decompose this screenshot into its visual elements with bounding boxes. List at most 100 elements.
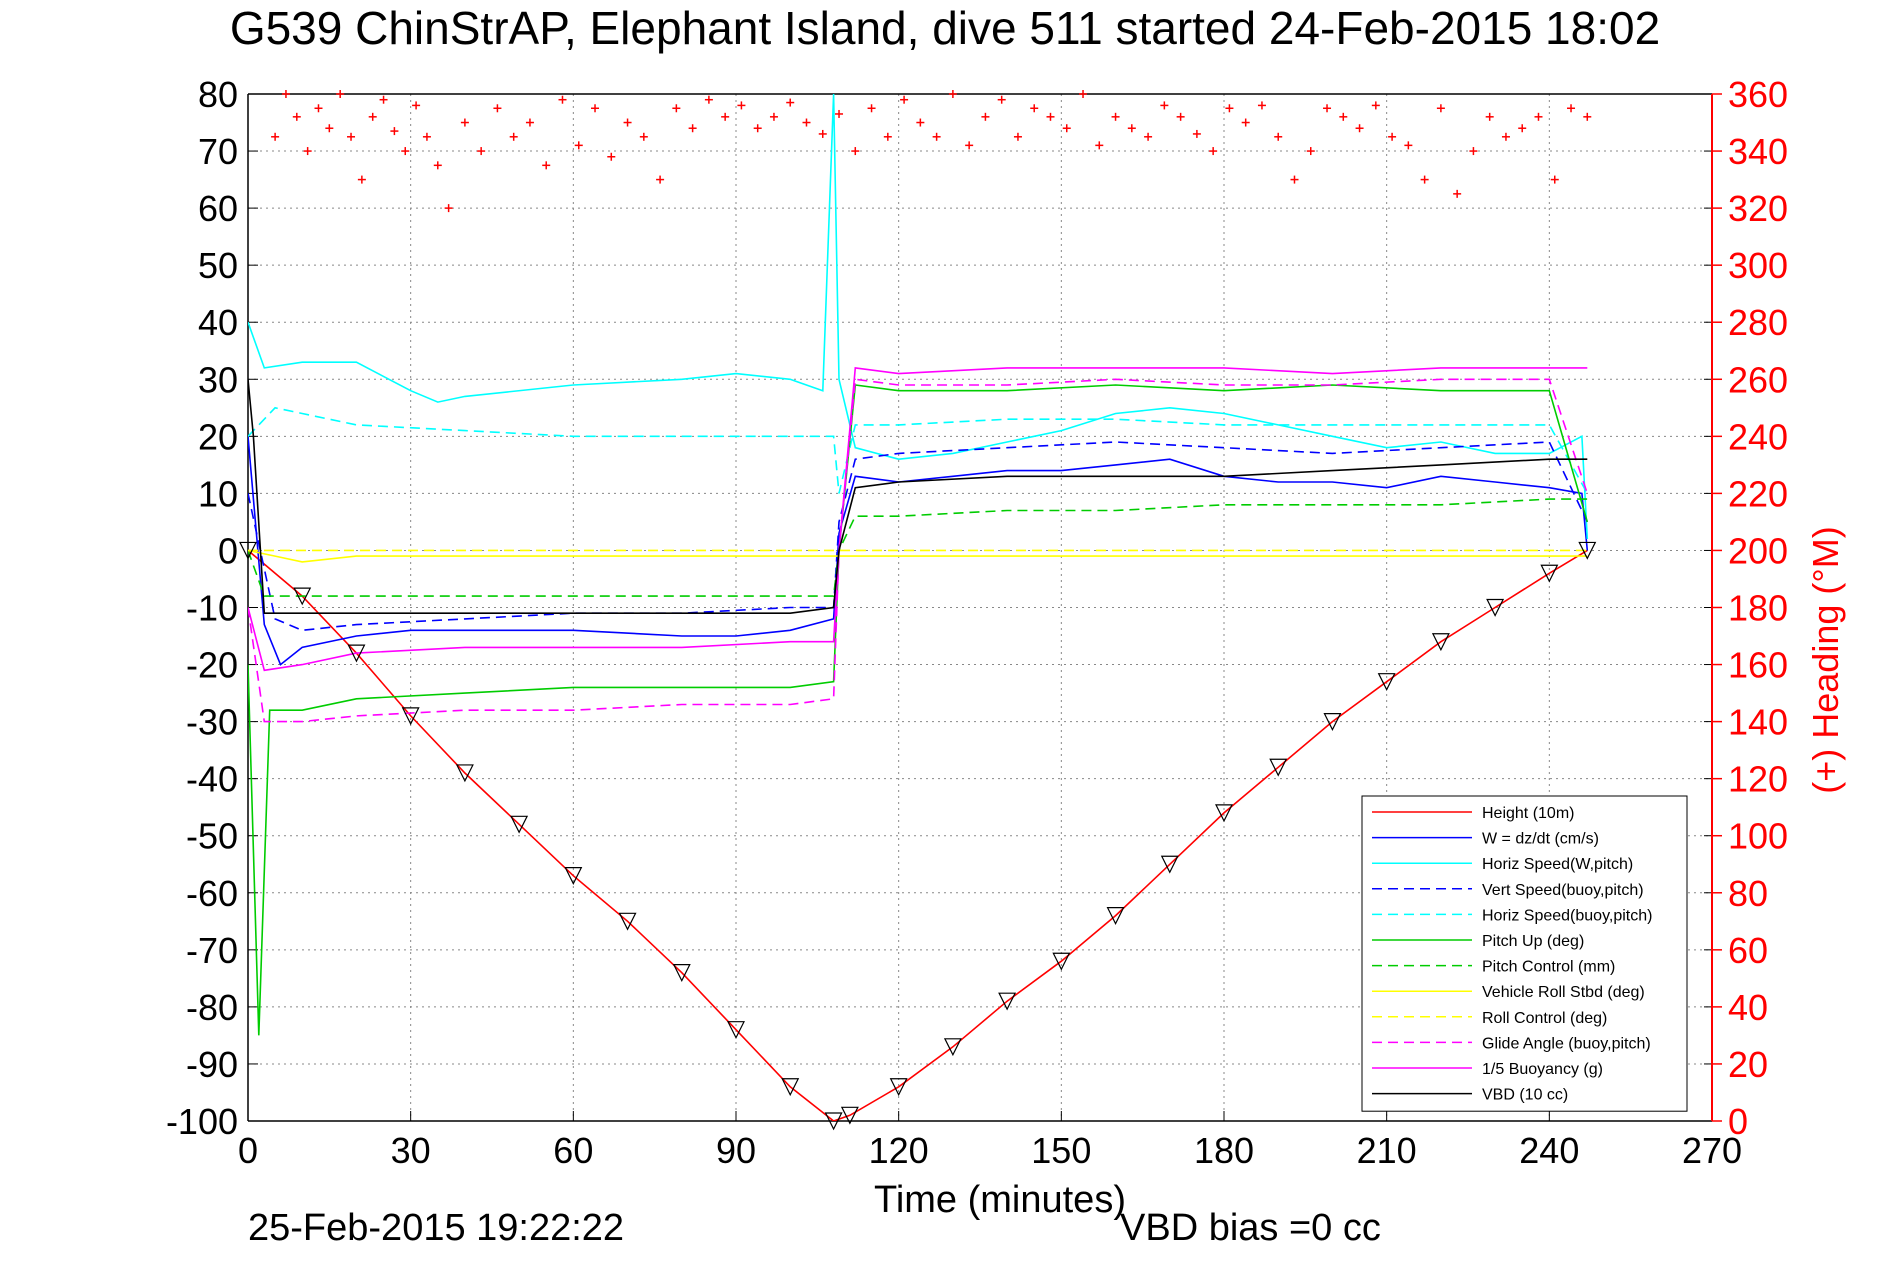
y2-tick-label: 320 (1728, 188, 1788, 229)
heading-point (1274, 132, 1283, 141)
heading-point (721, 112, 730, 121)
height-marker (564, 867, 583, 886)
height-marker (1215, 804, 1233, 823)
height-marker (1106, 906, 1125, 925)
heading-point (493, 104, 502, 113)
heading-point (336, 90, 345, 98)
heading-point (1013, 132, 1022, 141)
series-line-4 (248, 406, 1588, 494)
height-marker (1578, 541, 1597, 560)
y2-tick-label: 220 (1728, 473, 1788, 514)
y-tick-label: -40 (186, 759, 238, 800)
y-tick-label: 70 (198, 131, 238, 172)
heading-point (883, 132, 892, 141)
height-marker (672, 964, 691, 982)
heading-point (818, 129, 827, 138)
heading-point (948, 90, 957, 98)
heading-point (1404, 141, 1413, 150)
series-layer (239, 90, 1597, 1131)
legend-entry: Pitch Up (deg) (1482, 933, 1584, 950)
heading-point (325, 124, 334, 133)
y2-tick-label: 80 (1728, 873, 1768, 914)
height-marker (1540, 564, 1559, 583)
heading-point (347, 132, 356, 141)
y-tick-label: 60 (198, 188, 238, 229)
heading-point (1355, 124, 1364, 133)
heading-point (851, 147, 860, 156)
y-tick-label: -70 (186, 930, 238, 971)
heading-point (672, 104, 681, 113)
y2-tick-label: 40 (1728, 987, 1768, 1028)
legend-entry: W = dz/dt (cm/s) (1482, 831, 1599, 848)
heading-point (900, 95, 909, 104)
height-marker (998, 992, 1017, 1011)
height-marker (943, 1038, 962, 1057)
height-marker (347, 644, 366, 663)
y-tick-label: 40 (198, 302, 238, 343)
y2-tick-label: 20 (1728, 1044, 1768, 1085)
legend-entry: Vert Speed(buoy,pitch) (1482, 882, 1644, 899)
x-tick-label: 0 (238, 1130, 258, 1171)
heading-point (607, 152, 616, 161)
footer-date: 25-Feb-2015 19:22:22 (248, 1207, 624, 1249)
heading-point (1550, 175, 1559, 184)
heading-point (558, 95, 567, 104)
heading-point (460, 118, 469, 127)
footer-vbd-bias: VBD bias =0 cc (1120, 1207, 1381, 1249)
heading-point (1388, 132, 1397, 141)
y-tick-label: 50 (198, 245, 238, 286)
heading-point (1469, 147, 1478, 156)
height-marker (889, 1078, 908, 1097)
heading-point (704, 95, 713, 104)
heading-point (379, 95, 388, 104)
heading-point (314, 104, 323, 113)
heading-point (281, 90, 290, 98)
height-marker (1160, 855, 1179, 874)
y2-tick-label: 260 (1728, 359, 1788, 400)
y-tick-label: -60 (186, 873, 238, 914)
heading-point (412, 101, 421, 110)
heading-point (525, 118, 534, 127)
heading-point (1339, 112, 1348, 121)
heading-point (1436, 104, 1445, 113)
y2-tick-label: 300 (1728, 245, 1788, 286)
heading-point (1323, 104, 1332, 113)
height-marker (1323, 713, 1342, 731)
legend-entry: Horiz Speed(W,pitch) (1482, 856, 1633, 873)
y2-tick-label: 240 (1728, 416, 1788, 457)
x-tick-label: 150 (1031, 1130, 1091, 1171)
y-tick-label: -30 (186, 702, 238, 743)
y-tick-label: 30 (198, 359, 238, 400)
height-marker (1269, 758, 1288, 777)
height-marker (840, 1106, 859, 1125)
legend-entry: VBD (10 cc) (1482, 1087, 1568, 1104)
series-line-7 (248, 549, 1588, 563)
height-marker (1431, 633, 1450, 652)
heading-point (303, 147, 312, 156)
series-line-0 (248, 549, 1588, 1121)
heading-point (390, 127, 399, 136)
y-tick-label: -80 (186, 987, 238, 1028)
heading-point (433, 161, 442, 170)
heading-point (835, 109, 844, 118)
heading-point (1046, 112, 1055, 121)
heading-point (477, 147, 486, 156)
y-tick-label: 0 (218, 530, 238, 571)
x-tick-label: 270 (1682, 1130, 1742, 1171)
heading-point (509, 132, 518, 141)
x-tick-label: 210 (1357, 1130, 1417, 1171)
y-tick-label: 80 (198, 74, 238, 115)
y2-tick-label: 280 (1728, 302, 1788, 343)
y-tick-label: 20 (198, 416, 238, 457)
series-line-5 (248, 384, 1589, 1036)
heading-point (1306, 147, 1315, 156)
y2-axis-label: (+) Heading (°M) (1805, 526, 1846, 793)
heading-point (981, 112, 990, 121)
legend: Height (10m) W = dz/dt (cm/s) Horiz Speed(… (1361, 795, 1688, 1112)
height-marker (824, 1112, 843, 1131)
heading-point (1241, 118, 1250, 127)
heading-point (688, 124, 697, 133)
heading-point (1583, 112, 1592, 121)
x-tick-label: 60 (553, 1130, 593, 1171)
